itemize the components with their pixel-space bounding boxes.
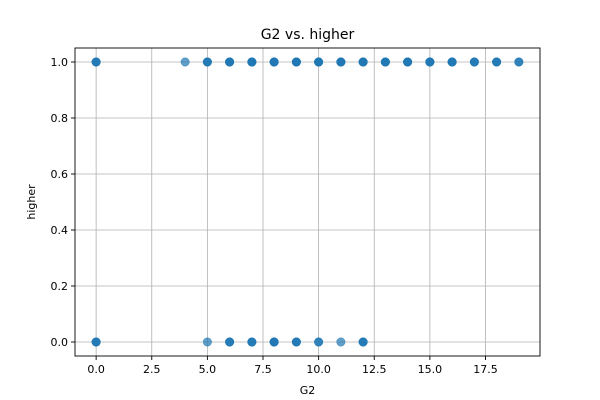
data-point bbox=[225, 57, 235, 67]
chart-title: G2 vs. higher bbox=[261, 27, 355, 43]
y-tick-label: 0.4 bbox=[51, 224, 69, 237]
data-point bbox=[180, 57, 190, 67]
data-point bbox=[380, 57, 390, 67]
data-point bbox=[202, 337, 212, 347]
data-point bbox=[91, 337, 101, 347]
grid bbox=[75, 48, 540, 356]
y-tick-label: 0.6 bbox=[51, 168, 69, 181]
x-tick-label: 12.5 bbox=[362, 363, 387, 376]
x-tick-label: 0.0 bbox=[87, 363, 105, 376]
data-point bbox=[291, 337, 301, 347]
data-point bbox=[469, 57, 479, 67]
data-point bbox=[291, 57, 301, 67]
data-point bbox=[225, 337, 235, 347]
y-tick-label: 0.0 bbox=[51, 336, 69, 349]
x-tick-label: 15.0 bbox=[418, 363, 443, 376]
x-tick-label: 17.5 bbox=[473, 363, 498, 376]
data-point bbox=[91, 57, 101, 67]
y-axis-label: higher bbox=[25, 184, 38, 220]
x-tick-label: 5.0 bbox=[199, 363, 217, 376]
axes-frame bbox=[74, 47, 541, 357]
x-tick-label: 10.0 bbox=[306, 363, 331, 376]
data-point bbox=[247, 337, 257, 347]
data-point bbox=[358, 57, 368, 67]
ticks: 0.0 2.5 5.0 7.5 10.0 12.5 15.0 17.5 0.0 0.2 0.4 0.6… bbox=[51, 56, 498, 376]
data-points bbox=[91, 57, 524, 347]
data-point bbox=[314, 57, 324, 67]
data-point bbox=[447, 57, 457, 67]
y-tick-label: 0.8 bbox=[51, 112, 69, 125]
data-point bbox=[514, 57, 524, 67]
data-point bbox=[336, 337, 346, 347]
y-tick-label: 0.2 bbox=[51, 280, 69, 293]
data-point bbox=[314, 337, 324, 347]
data-point bbox=[358, 337, 368, 347]
data-point bbox=[269, 337, 279, 347]
x-axis-label: G2 bbox=[300, 384, 316, 397]
x-tick-label: 7.5 bbox=[254, 363, 272, 376]
data-point bbox=[492, 57, 502, 67]
y-tick-label: 1.0 bbox=[51, 56, 69, 69]
data-point bbox=[202, 57, 212, 67]
data-point bbox=[425, 57, 435, 67]
x-tick-label: 2.5 bbox=[143, 363, 161, 376]
data-point bbox=[403, 57, 413, 67]
data-point bbox=[247, 57, 257, 67]
data-point bbox=[269, 57, 279, 67]
data-point bbox=[336, 57, 346, 67]
